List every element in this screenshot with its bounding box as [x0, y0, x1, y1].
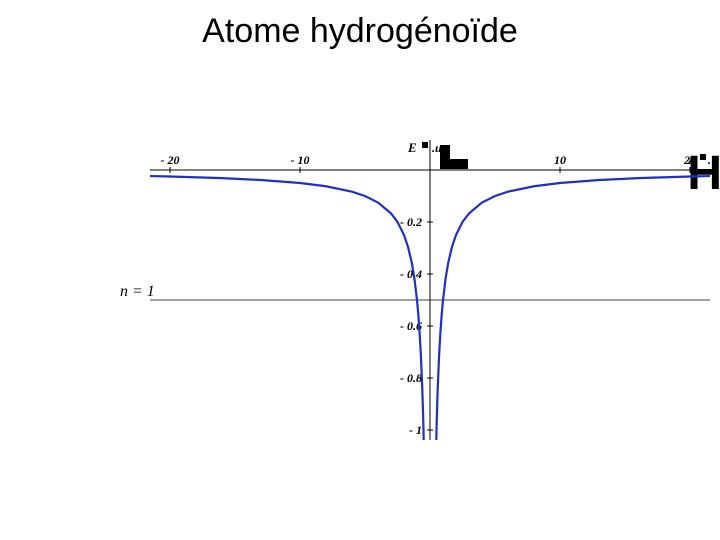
x-axis-unit: .u.: [708, 153, 710, 167]
y-tick-label: - 0.2: [400, 215, 422, 229]
chart-svg: - 20- 101020- 0.2- 0.4- 0.6- 0.8- 1E.u.z…: [150, 140, 710, 440]
slide: Atome hydrogénoïde n = 1 H - 20- 101020-…: [0, 0, 720, 540]
artifact-dot: [422, 142, 428, 148]
page-title: Atome hydrogénoïde: [0, 12, 720, 51]
x-tick-label: - 10: [291, 153, 310, 167]
potential-chart: - 20- 101020- 0.2- 0.4- 0.6- 0.8- 1E.u.z…: [150, 140, 710, 440]
y-tick-label: - 1: [409, 423, 422, 437]
y-tick-label: - 0.4: [400, 267, 422, 281]
y-axis-unit: .u.: [432, 141, 445, 155]
x-tick-label: 10: [554, 153, 566, 167]
artifact-dot: [700, 154, 706, 160]
x-tick-label: - 20: [161, 153, 180, 167]
potential-curve-right: [436, 176, 710, 440]
y-tick-label: - 0.8: [400, 371, 422, 385]
y-axis-label: E: [407, 140, 417, 155]
potential-curve-left: [150, 176, 424, 440]
x-axis-label: z: [687, 152, 694, 167]
